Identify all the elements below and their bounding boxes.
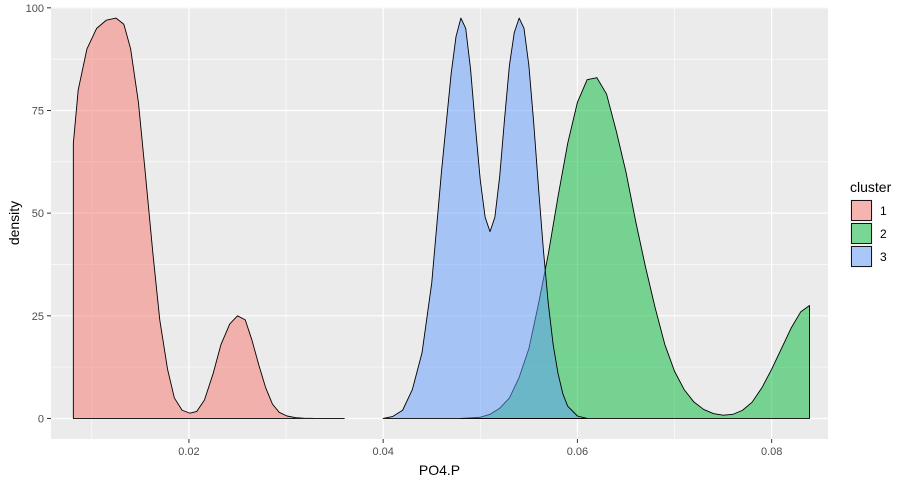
y-tick-label: 0 — [38, 413, 44, 425]
density-area-cluster-1 — [72, 17, 345, 419]
legend-label-cluster-2: 2 — [880, 227, 887, 241]
density-areas — [72, 17, 810, 419]
density-area-cluster-3 — [382, 17, 588, 419]
legend-key-cluster-2 — [851, 223, 872, 244]
legend-key-cluster-3 — [851, 246, 872, 267]
y-tick-label: 75 — [32, 105, 44, 117]
legend: cluster 1 2 3 — [850, 179, 892, 268]
x-axis: 0.02 0.04 0.06 0.08 — [178, 439, 782, 458]
y-tick-label: 25 — [32, 311, 44, 323]
x-tick-label: 0.08 — [761, 446, 782, 458]
y-tick-label: 50 — [32, 208, 44, 220]
legend-label-cluster-3: 3 — [880, 250, 887, 264]
y-tick-label: 100 — [26, 3, 44, 15]
x-tick-label: 0.06 — [567, 446, 588, 458]
x-tick-label: 0.04 — [372, 446, 393, 458]
y-axis: 0 25 50 75 100 — [26, 3, 51, 425]
legend-title: cluster — [850, 179, 892, 195]
y-axis-title: density — [6, 201, 22, 245]
legend-key-cluster-1 — [851, 200, 872, 221]
x-axis-title: PO4.P — [419, 462, 460, 478]
legend-label-cluster-1: 1 — [880, 204, 887, 218]
x-tick-label: 0.02 — [178, 446, 199, 458]
